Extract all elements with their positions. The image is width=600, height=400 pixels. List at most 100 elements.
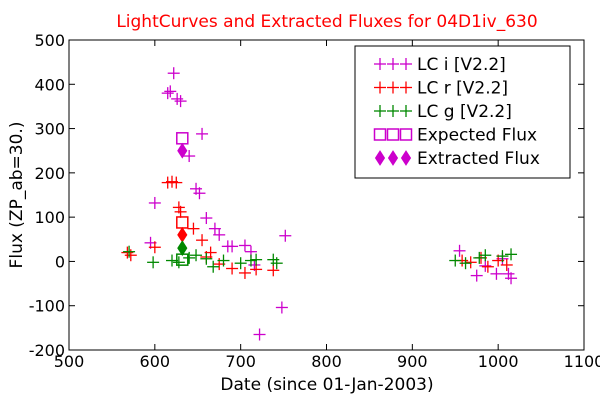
series-1-point: [204, 246, 217, 259]
y-tick-label: 100: [34, 208, 65, 227]
x-tick-label: 600: [140, 352, 171, 371]
series-1-point: [481, 260, 494, 273]
series-2-point: [123, 245, 136, 258]
series-0-point: [479, 259, 492, 272]
series-2-point: [244, 254, 257, 267]
legend-label: LC g [V2.2]: [417, 102, 512, 122]
series-2-point: [217, 254, 230, 267]
legend: LC i [V2.2] LC r [V2.2] LC g [V2.2] Expecte…: [354, 45, 571, 179]
series-2-point: [449, 254, 462, 267]
legend-swatch: [400, 58, 412, 70]
series-1-point: [170, 176, 183, 189]
series-0-point: [183, 150, 196, 163]
chart-title: LightCurves and Extracted Fluxes for 04D…: [116, 12, 537, 32]
series-0-point: [279, 229, 292, 242]
series-1-point: [500, 258, 513, 271]
series-4-point: [177, 142, 188, 159]
series-2-point: [250, 253, 263, 266]
legend-item: Extracted Flux: [374, 149, 540, 169]
series-0-point: [253, 328, 266, 341]
series-0-point: [164, 85, 177, 98]
legend-swatch: [386, 128, 400, 141]
series-0-point: [490, 267, 503, 280]
legend-swatch: [374, 150, 386, 166]
legend-swatch: [387, 150, 399, 166]
x-tick-label: 900: [397, 352, 428, 371]
series-0-point: [208, 222, 221, 235]
axis-ticks: 500 600 700 800 900 1000 1100 -200 -100 0 100 200 30…: [29, 31, 600, 371]
legend-swatch: [400, 81, 412, 94]
y-tick-label: 500: [34, 31, 65, 50]
legend-label: LC i [V2.2]: [417, 55, 506, 75]
series-0-point: [453, 244, 466, 257]
series-2-point: [172, 256, 185, 269]
extra-flux-marker: [176, 216, 189, 229]
y-tick-label: 300: [34, 120, 65, 139]
y-tick-label: -200: [29, 341, 65, 360]
legend-item: LC i [V2.2]: [374, 55, 506, 75]
extra-flux-marker: [177, 226, 188, 243]
legend-item: LC r [V2.2]: [374, 79, 508, 99]
series-0-point: [193, 187, 206, 200]
y-tick-label: 0: [55, 252, 65, 271]
series-1-point: [174, 205, 187, 218]
series-0-point: [213, 228, 226, 241]
series-2-point: [147, 256, 160, 269]
x-tick-label: 700: [225, 352, 256, 371]
series-1-point: [226, 262, 239, 275]
x-tick-label: 1000: [478, 352, 519, 371]
legend-item: LC g [V2.2]: [374, 102, 512, 122]
legend-swatch: [387, 58, 399, 70]
series-1-point: [121, 246, 134, 259]
series-2-point: [479, 249, 492, 262]
legend-box: [354, 45, 571, 179]
series-2-point: [190, 249, 203, 262]
y-axis-label: Flux (ZP_ab=30.): [7, 122, 27, 269]
series-2-point: [505, 248, 518, 261]
legend-swatch: [387, 105, 399, 117]
extra-flux-marker: [177, 240, 188, 257]
series-2-point: [267, 253, 280, 266]
series-1-point: [187, 222, 200, 235]
series-2-point: [200, 252, 213, 265]
series-1-point: [196, 234, 209, 247]
series-0-point: [470, 269, 483, 282]
series-0-point: [171, 92, 184, 105]
series-0-point: [226, 240, 239, 253]
series-2-point: [183, 251, 196, 264]
legend-label: Extracted Flux: [417, 149, 540, 169]
x-tick-label: 800: [311, 352, 342, 371]
legend-swatch: [374, 105, 386, 117]
legend-swatch: [400, 150, 412, 166]
legend-swatch: [400, 105, 412, 117]
series-1-point: [238, 266, 251, 279]
series-2-point: [166, 254, 178, 267]
y-tick-label: 200: [34, 164, 65, 183]
legend-label: Expected Flux: [417, 126, 537, 146]
x-tick-label: 1100: [564, 352, 600, 371]
legend-label: LC r [V2.2]: [417, 79, 508, 99]
series-2-point: [270, 257, 283, 270]
series-1-point: [148, 241, 161, 254]
x-axis-label: Date (since 01-Jan-2003): [220, 375, 433, 395]
series-0-point: [174, 95, 187, 108]
series-2-point: [496, 250, 509, 263]
series-2-point: [473, 251, 486, 264]
series-0-point: [200, 212, 213, 225]
series-3-point: [176, 132, 189, 145]
y-tick-label: 400: [34, 75, 65, 94]
series-0-point: [505, 272, 518, 285]
series-1-point: [464, 256, 477, 269]
series-2-point: [234, 257, 247, 270]
legend-item: Expected Flux: [373, 126, 537, 146]
series-0-point: [161, 87, 174, 100]
legend-swatch: [373, 128, 387, 141]
legend-swatch: [399, 128, 413, 141]
series-1-point: [267, 264, 280, 277]
series-2-point: [459, 257, 472, 270]
series-0-point: [238, 239, 251, 252]
x-tick-label: 500: [54, 352, 85, 371]
data-markers: [121, 67, 518, 341]
series-0-point: [148, 196, 161, 209]
